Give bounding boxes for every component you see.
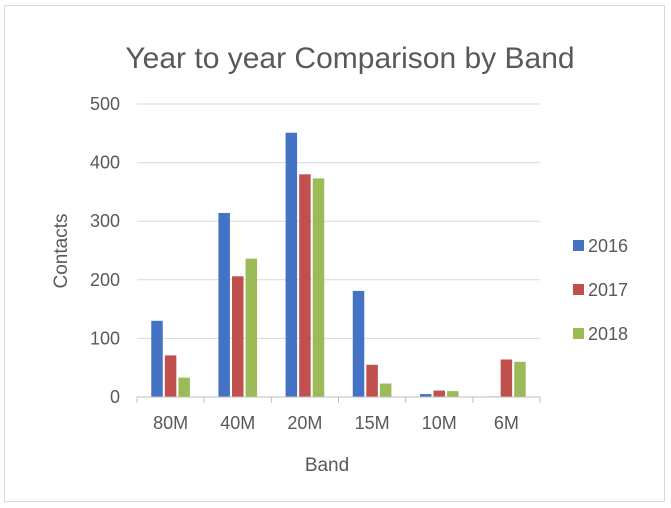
bars: [151, 132, 526, 397]
legend: 2016 2017 2018: [573, 236, 628, 344]
y-tick-label-500: 500: [90, 94, 120, 114]
x-tick-label-10M: 10M: [422, 413, 457, 433]
x-tick-label-20M: 20M: [287, 413, 322, 433]
legend-swatch-2017: [573, 284, 584, 295]
y-tick-label-0: 0: [110, 387, 120, 407]
bar-2017-80M: [164, 355, 177, 397]
bar-2016-10M: [419, 394, 432, 397]
bar-2017-10M: [433, 390, 445, 397]
x-axis-title: Band: [305, 455, 349, 476]
bar-2017-40M: [232, 276, 244, 397]
bar-2018-40M: [245, 258, 258, 397]
x-tick-label-6M: 6M: [494, 413, 519, 433]
legend-swatch-2018: [573, 328, 584, 339]
legend-label-2017: 2017: [588, 280, 628, 300]
bar-2018-10M: [447, 391, 459, 397]
bar-2017-6M: [500, 359, 513, 397]
legend-swatch-2016: [573, 240, 584, 251]
bar-2016-20M: [285, 132, 298, 397]
y-tick-label-300: 300: [90, 211, 120, 231]
bar-2017-20M: [299, 174, 311, 397]
bar-2018-15M: [379, 383, 392, 397]
chart-title: Year to year Comparison by Band: [125, 42, 574, 75]
bar-2016-15M: [352, 290, 365, 397]
bar-chart: Year to year Comparison by Band 0 100 200 3…: [51, 42, 628, 476]
bar-2018-80M: [178, 377, 190, 397]
y-tick-label-200: 200: [90, 270, 120, 290]
legend-label-2018: 2018: [588, 324, 628, 344]
bar-2018-6M: [514, 361, 526, 397]
legend-label-2016: 2016: [588, 236, 628, 256]
axes: 0 100 200 300 400 500 80M 40M 20M 15M 10M 6M: [90, 94, 541, 433]
x-tick-label-40M: 40M: [220, 413, 255, 433]
y-axis-title: Contacts: [51, 214, 72, 289]
bar-2017-15M: [366, 364, 378, 397]
bar-2016-40M: [218, 212, 230, 397]
y-tick-label-400: 400: [90, 153, 120, 173]
bar-2018-20M: [312, 178, 325, 397]
gridlines: [137, 103, 540, 339]
bar-2016-80M: [151, 320, 163, 397]
chart-frame: Year to year Comparison by Band 0 100 200 3…: [4, 5, 665, 502]
x-tick-label-15M: 15M: [355, 413, 390, 433]
x-tick-label-80M: 80M: [153, 413, 188, 433]
y-tick-label-100: 100: [90, 328, 120, 348]
